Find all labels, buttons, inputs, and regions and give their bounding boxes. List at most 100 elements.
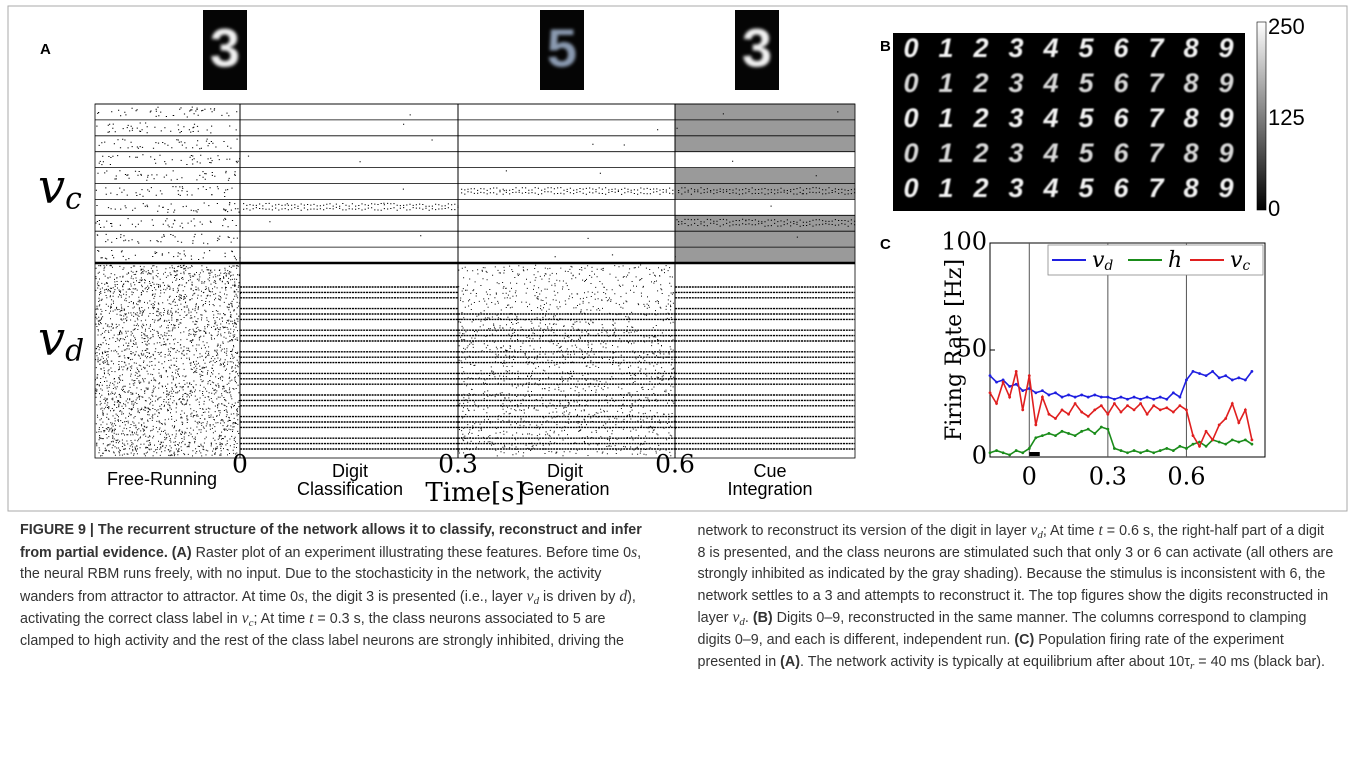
caption-run: ; At time	[1042, 523, 1099, 539]
digit-glyph: 6	[1113, 103, 1129, 133]
caption-run: (A)	[780, 653, 801, 670]
caption-run: Population firing rate of the experiment…	[697, 631, 1284, 670]
panel-b: 0 1 2 3 4 5 6 7 8 90 1 2 3 4 5 6 7 8 90 1 2 3 4 5 6 7 8 90 1 2 3 4 5 6 7 8 9…	[893, 14, 1305, 221]
series-marker	[1139, 397, 1142, 401]
series-marker	[1237, 376, 1241, 380]
caption-run: = 0.3 s, the class neurons associated to…	[20, 523, 1031, 649]
active-row	[675, 199, 855, 215]
series-marker	[1178, 404, 1182, 408]
phase-label: Generation	[520, 479, 609, 499]
equilibrium-bar	[1029, 452, 1040, 456]
caption-run: s	[631, 543, 638, 561]
legend-label-var: v	[1230, 248, 1243, 273]
digit-glyph: 2	[972, 138, 988, 168]
caption: FIGURE 9 | The recurrent structure of th…	[20, 520, 1335, 778]
series-marker	[1171, 391, 1175, 395]
series-marker	[1067, 432, 1070, 435]
y-tick-label: 0	[972, 442, 987, 470]
caption-run: v	[732, 609, 740, 627]
caption-run: d	[1037, 529, 1043, 541]
series-marker	[1034, 423, 1038, 427]
digit-glyph: 2	[972, 173, 988, 203]
digit-grid	[893, 33, 1245, 211]
series-marker	[1106, 395, 1110, 399]
series-marker	[1250, 370, 1254, 373]
series-marker	[1152, 451, 1156, 455]
digit-glyph: 3	[210, 18, 240, 78]
time-mark: 0.6	[655, 450, 695, 479]
digit-glyph: 1	[938, 138, 953, 168]
caption-run: t	[1098, 522, 1103, 539]
caption-run: v	[241, 610, 249, 628]
series-marker	[1145, 395, 1149, 399]
series-marker	[1106, 412, 1110, 416]
series-marker	[1191, 434, 1195, 437]
series-marker	[1014, 449, 1018, 452]
panel-label: B	[880, 38, 891, 55]
series-marker	[988, 391, 992, 395]
digit-glyph: 4	[1042, 173, 1058, 203]
series-marker	[1086, 414, 1090, 418]
series-marker	[1224, 374, 1228, 378]
series-marker	[1001, 378, 1005, 382]
series-marker	[1119, 449, 1123, 452]
series-marker	[1191, 370, 1195, 373]
caption-run: (C)	[1014, 631, 1035, 648]
digit-glyph: 5	[1078, 173, 1094, 203]
caption-run: v	[526, 587, 534, 605]
series-marker	[1178, 395, 1182, 399]
series-marker	[1230, 378, 1234, 382]
series-marker	[1073, 395, 1077, 399]
spikes	[95, 106, 856, 261]
series-marker	[1230, 402, 1234, 405]
phase-label: Digit	[332, 461, 368, 481]
y-tick-label: 100	[941, 228, 987, 256]
series-marker	[1040, 395, 1044, 399]
digit-glyph: 3	[1008, 138, 1023, 168]
phase-label: Digit	[547, 461, 583, 481]
series-marker	[1054, 417, 1057, 420]
series-marker	[1165, 406, 1169, 410]
digit-glyph: 3	[1008, 33, 1023, 63]
series-marker	[1165, 447, 1169, 450]
series-marker	[1119, 410, 1123, 414]
series-marker	[1080, 410, 1084, 414]
series-marker	[1145, 449, 1149, 452]
time-mark: 0.3	[438, 450, 478, 479]
series-marker	[1191, 442, 1195, 446]
series-marker	[1250, 442, 1254, 446]
series-marker	[1217, 423, 1221, 427]
series-marker	[1021, 389, 1025, 393]
series-marker	[1054, 434, 1057, 437]
series-marker	[1250, 438, 1254, 442]
x-tick-label: 0.3	[1089, 463, 1127, 491]
series-marker	[1204, 429, 1208, 433]
caption-run: c	[248, 617, 254, 630]
digit-glyph: 4	[1042, 33, 1058, 63]
digit-glyph: 4	[1042, 138, 1058, 168]
digit-glyph: 5	[1078, 33, 1094, 63]
digit-glyph: 9	[1218, 103, 1233, 133]
digit-glyph: 7	[1148, 103, 1165, 133]
colorbar-label: 250	[1268, 14, 1305, 39]
digit-glyph: 2	[972, 33, 988, 63]
caption-run: ), activating the correct class label in	[20, 588, 636, 628]
series-marker	[1243, 408, 1247, 412]
series-marker	[1224, 442, 1228, 446]
series-marker	[995, 449, 998, 452]
digit-glyph: 3	[1008, 103, 1023, 133]
caption-run: . The network activity is typically at e…	[800, 653, 1191, 670]
x-tick-label: 0	[1022, 463, 1037, 491]
series-marker	[1204, 444, 1208, 448]
legend-label: vc	[1230, 248, 1250, 273]
legend-label-sub: c	[1242, 257, 1250, 273]
phase-label: Free-Running	[107, 469, 217, 489]
series-marker	[1106, 427, 1110, 431]
series-marker	[1008, 395, 1012, 399]
series-marker	[1008, 453, 1012, 457]
digit-glyph: 9	[1218, 138, 1233, 168]
digit-image	[735, 10, 779, 90]
digit-glyph: 6	[1113, 138, 1129, 168]
caption-run: , the neural RBM runs freely, with no in…	[20, 544, 642, 605]
